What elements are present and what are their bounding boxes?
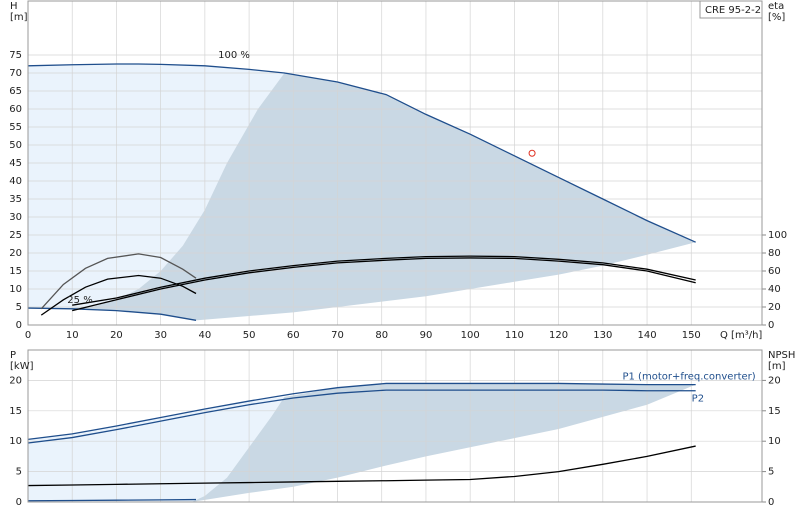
x-tick-label: 60 [287,330,300,341]
x-axis-label: Q [m³/h] [720,330,762,341]
x-tick-label: 0 [25,330,31,341]
x-tick-label: 50 [243,330,256,341]
y-tick-label: 20 [9,375,22,386]
y-tick-label: 75 [9,50,22,61]
y2-tick-label: 20 [768,375,781,386]
y2-tick-label: 100 [768,230,787,241]
curve [72,257,696,312]
y-tick-label: 30 [9,212,22,223]
y2-axis-label: eta [768,1,784,12]
y-tick-label: 0 [16,320,22,331]
y-tick-label: 0 [16,497,22,508]
x-tick-label: 120 [549,330,568,341]
series-label: P1 (motor+freq.converter) [622,372,755,383]
y2-tick-label: 0 [768,320,774,331]
x-tick-label: 140 [637,330,656,341]
series-label: P2 [692,394,704,405]
x-tick-label: 110 [505,330,524,341]
y-tick-label: 20 [9,248,22,259]
x-tick-label: 150 [682,330,701,341]
y-axis-unit: [kW] [10,361,34,372]
y2-tick-label: 80 [768,248,781,259]
annotation: 25 % [67,295,92,306]
curve [27,63,696,243]
y-tick-label: 15 [9,406,22,417]
annotation: 100 % [218,50,250,61]
x-tick-label: 90 [420,330,433,341]
y-tick-label: 60 [9,104,22,115]
x-tick-label: 20 [110,330,123,341]
x-tick-label: 80 [375,330,388,341]
y2-tick-label: 5 [768,467,774,478]
y-tick-label: 40 [9,176,22,187]
y2-tick-label: 10 [768,436,781,447]
y-tick-label: 35 [9,194,22,205]
y2-axis-label: NPSH [768,350,795,361]
plot-frame [27,349,763,503]
y2-tick-label: 0 [768,497,774,508]
y2-axis-unit: [m] [768,361,786,372]
x-tick-label: 70 [331,330,344,341]
curve [40,253,197,310]
y-tick-label: 10 [9,284,22,295]
y-tick-label: 5 [16,467,22,478]
x-tick-label: 10 [66,330,79,341]
y2-tick-label: 40 [768,284,781,295]
y-tick-label: 15 [9,266,22,277]
y-axis-label: H [10,1,18,12]
y-tick-label: 65 [9,86,22,97]
curve [40,274,197,316]
y-tick-label: 25 [9,230,22,241]
operating-range [191,383,696,502]
y-axis-label: P [10,350,16,361]
curve [27,445,696,487]
x-tick-label: 40 [199,330,212,341]
y-tick-label: 70 [9,68,22,79]
x-tick-label: 30 [154,330,167,341]
y2-tick-label: 20 [768,302,781,313]
curve [27,382,696,441]
y2-axis-unit: [%] [768,12,785,23]
operating-range [28,396,285,502]
x-tick-label: 100 [461,330,480,341]
title-box [699,0,763,19]
y2-tick-label: 60 [768,266,781,277]
curve [27,389,696,444]
y-tick-label: 45 [9,158,22,169]
plot-frame [27,0,763,326]
curve [27,498,197,502]
chart-title: CRE 95-2-2 [705,5,761,16]
curve [27,307,197,321]
duty-point [528,149,536,157]
y-tick-label: 55 [9,122,22,133]
y-tick-label: 50 [9,140,22,151]
y-tick-label: 10 [9,436,22,447]
operating-range [28,64,285,309]
y2-tick-label: 15 [768,406,781,417]
x-tick-label: 130 [593,330,612,341]
y-tick-label: 5 [16,302,22,313]
y-axis-unit: [m] [10,12,28,23]
